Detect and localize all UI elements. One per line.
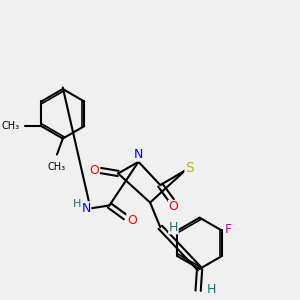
Text: O: O: [127, 214, 137, 226]
Text: H: H: [169, 221, 178, 234]
Text: H: H: [206, 283, 216, 296]
Text: H: H: [73, 199, 81, 209]
Text: N: N: [134, 148, 143, 161]
Text: CH₃: CH₃: [2, 121, 20, 131]
Text: F: F: [225, 223, 232, 236]
Text: O: O: [169, 200, 178, 213]
Text: O: O: [89, 164, 99, 177]
Text: CH₃: CH₃: [48, 162, 66, 172]
Text: S: S: [185, 160, 194, 175]
Text: N: N: [81, 202, 91, 215]
